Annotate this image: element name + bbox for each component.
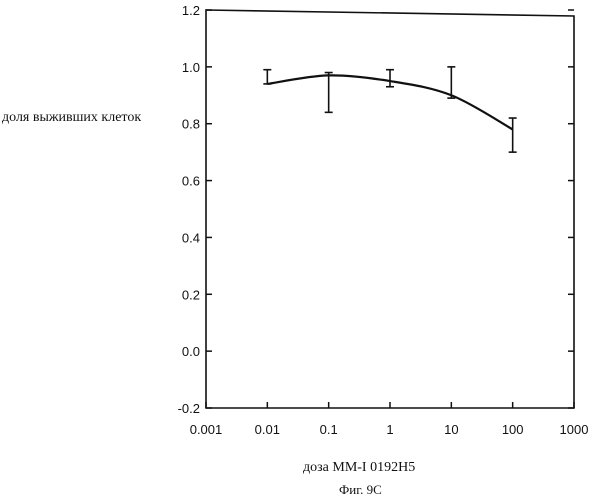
y-tick-label: 0.8 <box>182 117 200 132</box>
x-tick-label: 100 <box>502 422 524 437</box>
x-tick-label: 1 <box>386 422 393 437</box>
x-tick-label: 1000 <box>560 422 589 437</box>
x-tick-label: 10 <box>444 422 458 437</box>
y-tick-label: 0.0 <box>182 344 200 359</box>
x-tick-label: 0.001 <box>190 422 223 437</box>
y-tick-label: 0.4 <box>182 230 200 245</box>
x-tick-label: 0.1 <box>320 422 338 437</box>
tick-labels: -0.2 0.0 0.2 0.4 0.6 0.8 1.0 1.2 0.001 0.01 0.1 1 10… <box>178 3 589 437</box>
x-axis-label: доза MM-I 0192H5 <box>303 460 415 476</box>
y-tick-label: -0.2 <box>178 401 200 416</box>
data-series <box>263 67 516 152</box>
y-tick-label: 0.2 <box>182 287 200 302</box>
y-tick-label: 1.2 <box>182 3 200 18</box>
y-axis-label: доля выживших клеток <box>2 110 141 126</box>
y-tick-label: 0.6 <box>182 174 200 189</box>
figure-caption: Фиг. 9С <box>339 482 382 498</box>
x-tick-label: 0.01 <box>255 422 280 437</box>
y-tick-label: 1.0 <box>182 60 200 75</box>
